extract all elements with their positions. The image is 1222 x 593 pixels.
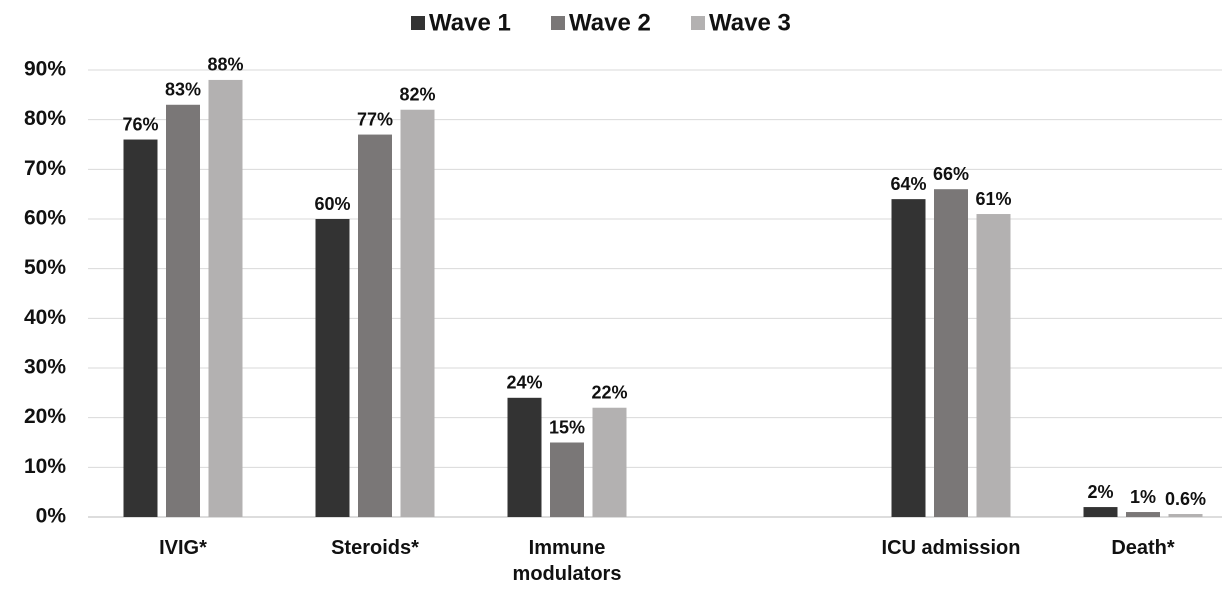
data-label: 88% bbox=[207, 55, 243, 75]
legend-label: Wave 3 bbox=[709, 9, 791, 36]
bar bbox=[123, 139, 158, 518]
data-label: 83% bbox=[165, 80, 201, 100]
data-label: 66% bbox=[933, 164, 969, 184]
bar bbox=[315, 219, 350, 517]
y-tick-label: 0% bbox=[36, 505, 67, 528]
x-tick-label: Death* bbox=[1111, 537, 1175, 559]
data-label: 24% bbox=[506, 373, 542, 393]
legend-swatch bbox=[411, 16, 425, 30]
bar bbox=[1083, 507, 1118, 517]
bar bbox=[507, 397, 542, 517]
bar bbox=[208, 79, 243, 517]
y-tick-label: 50% bbox=[24, 256, 66, 279]
data-label: 1% bbox=[1130, 487, 1156, 507]
data-label: 82% bbox=[399, 84, 435, 104]
bar bbox=[550, 442, 584, 517]
y-tick-label: 30% bbox=[24, 356, 66, 379]
bar bbox=[976, 214, 1011, 518]
y-tick-label: 20% bbox=[24, 405, 66, 428]
bar bbox=[358, 134, 392, 518]
data-label: 77% bbox=[357, 109, 393, 129]
legend-swatch bbox=[691, 16, 705, 30]
y-tick-label: 90% bbox=[24, 58, 66, 81]
bar bbox=[592, 407, 627, 517]
y-tick-label: 10% bbox=[24, 455, 66, 478]
data-label: 15% bbox=[549, 417, 585, 437]
x-tick-label: Immune modulators bbox=[512, 537, 622, 585]
bar bbox=[1168, 514, 1203, 517]
y-tick-label: 40% bbox=[24, 306, 66, 329]
data-label: 0.6% bbox=[1165, 489, 1206, 509]
bar bbox=[400, 109, 435, 517]
bar bbox=[166, 104, 200, 518]
bar bbox=[934, 189, 968, 517]
data-label: 61% bbox=[975, 189, 1011, 209]
legend-label: Wave 2 bbox=[569, 9, 651, 36]
data-label: 64% bbox=[890, 174, 926, 194]
x-tick-label: IVIG* bbox=[159, 537, 207, 559]
data-label: 60% bbox=[314, 194, 350, 214]
legend-label: Wave 1 bbox=[429, 9, 511, 36]
legend-swatch bbox=[551, 16, 565, 30]
y-tick-label: 60% bbox=[24, 207, 66, 230]
data-label: 2% bbox=[1087, 482, 1113, 502]
x-tick-label: ICU admission bbox=[881, 537, 1021, 559]
data-label: 76% bbox=[122, 114, 158, 134]
data-label: 22% bbox=[591, 382, 627, 402]
y-tick-label: 70% bbox=[24, 157, 66, 180]
x-tick-label: Steroids* bbox=[331, 537, 419, 559]
y-tick-label: 80% bbox=[24, 107, 66, 130]
bar bbox=[891, 199, 926, 517]
bar bbox=[1126, 512, 1160, 517]
